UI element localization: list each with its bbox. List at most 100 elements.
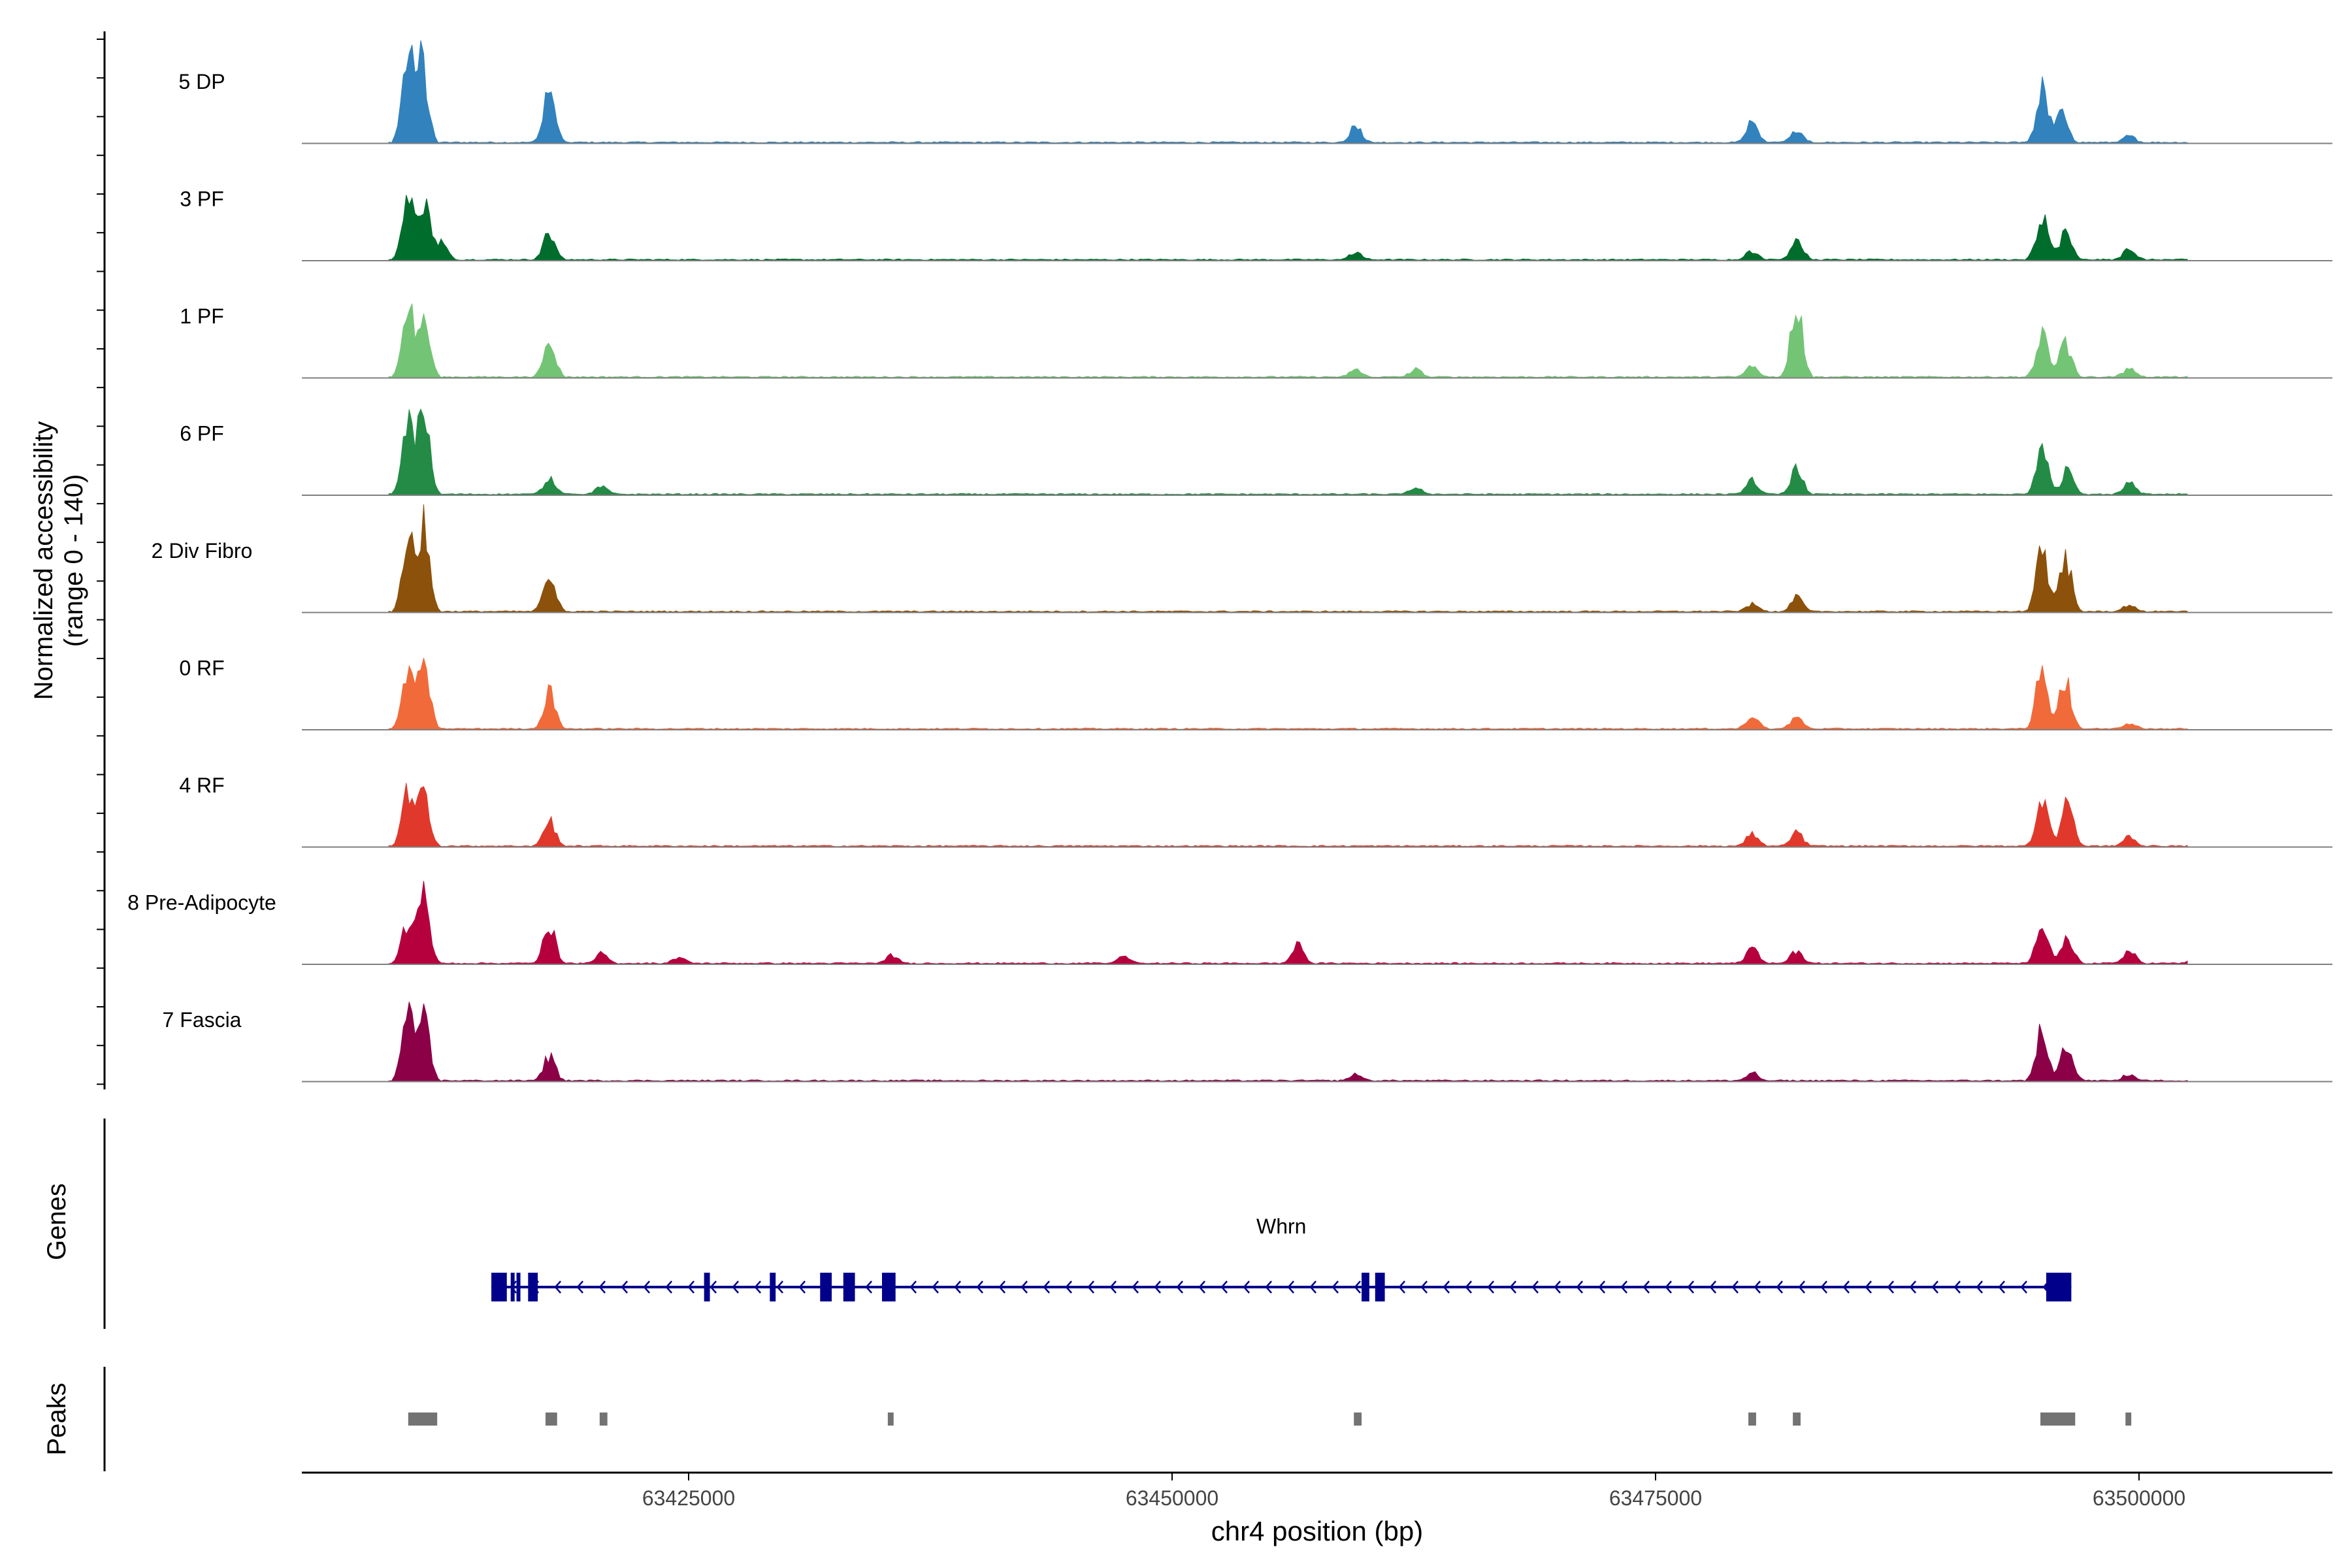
peak-region	[599, 1413, 608, 1426]
strand-arrow	[576, 1281, 584, 1294]
strand-arrow	[1865, 1281, 1872, 1294]
strand-arrow	[687, 1281, 695, 1294]
strand-arrow	[976, 1281, 984, 1294]
gene-exon	[1362, 1273, 1369, 1301]
y-axis-title-line: Normalized accessibility	[29, 421, 58, 700]
strand-arrow	[1642, 1281, 1650, 1294]
strand-arrow	[1798, 1281, 1806, 1294]
gene-exon	[843, 1273, 855, 1301]
peaks-panel-label: Peaks	[42, 1382, 71, 1455]
strand-arrow	[1198, 1281, 1206, 1294]
gene-exon	[1375, 1273, 1385, 1301]
strand-arrow	[598, 1281, 606, 1294]
strand-arrow	[1509, 1281, 1517, 1294]
coverage-tracks: 5 DP 3 PF 1 PF 6 PF 2 Div Fibro 0 RF 4 RF 8 Pre…	[97, 31, 2332, 1090]
coverage-area	[388, 303, 2188, 378]
strand-arrow	[1709, 1281, 1717, 1294]
strand-arrow	[1754, 1281, 1761, 1294]
strand-arrow	[1731, 1281, 1739, 1294]
gene-whrn: Whrn	[491, 1215, 2072, 1301]
strand-arrow	[1976, 1281, 1984, 1294]
gene-exon	[820, 1273, 832, 1301]
track-2-div-fibro: 2 Div Fibro	[152, 504, 2332, 613]
coverage-area	[388, 783, 2188, 847]
track-label: 1 PF	[180, 304, 224, 328]
track-7-fascia: 7 Fascia	[163, 1002, 2332, 1083]
track-5-dp: 5 DP	[178, 40, 2332, 144]
peak-region	[1793, 1413, 1801, 1426]
strand-arrow	[1021, 1281, 1028, 1294]
strand-arrow	[1443, 1281, 1450, 1294]
genes-panel: Genes Whrn	[42, 1119, 2072, 1329]
x-axis-title: chr4 position (bp)	[1211, 1516, 1424, 1546]
track-label: 2 Div Fibro	[152, 539, 253, 563]
track-4-rf: 4 RF	[179, 774, 2332, 848]
peak-region	[1748, 1413, 1756, 1426]
strand-arrow	[909, 1281, 917, 1294]
strand-arrow	[1331, 1281, 1339, 1294]
strand-arrow	[1842, 1281, 1850, 1294]
strand-arrow	[1087, 1281, 1095, 1294]
strand-arrow	[1620, 1281, 1628, 1294]
strand-arrow	[954, 1281, 962, 1294]
track-label: 5 DP	[178, 70, 225, 93]
y-axis-title: Normalized accessibility(range 0 - 140)	[29, 421, 88, 700]
strand-arrow	[1132, 1281, 1139, 1294]
genes-panel-label: Genes	[42, 1183, 71, 1260]
peak-region	[2040, 1413, 2076, 1426]
strand-arrow	[2020, 1281, 2028, 1294]
strand-arrow	[865, 1281, 873, 1294]
coverage-area	[388, 504, 2188, 613]
strand-arrow	[754, 1281, 762, 1294]
strand-arrow	[710, 1281, 717, 1294]
strand-arrow	[1887, 1281, 1895, 1294]
coverage-area	[388, 1002, 2188, 1082]
strand-arrow	[1265, 1281, 1273, 1294]
x-tick-label: 63425000	[642, 1486, 735, 1510]
gene-exon	[770, 1273, 776, 1301]
strand-arrow	[732, 1281, 740, 1294]
y-axis-label: Normalized accessibility(range 0 - 140)	[29, 421, 88, 700]
strand-arrow	[1420, 1281, 1428, 1294]
strand-arrow	[1354, 1281, 1362, 1294]
strand-arrow	[1243, 1281, 1250, 1294]
strand-arrow	[776, 1281, 784, 1294]
gene-exon	[882, 1273, 896, 1301]
strand-arrow	[1487, 1281, 1495, 1294]
x-tick-label: 63475000	[1609, 1486, 1702, 1510]
track-label: 6 PF	[180, 422, 224, 446]
strand-arrow	[998, 1281, 1006, 1294]
gene-exon	[2046, 1273, 2072, 1301]
track-label: 7 Fascia	[163, 1008, 242, 1032]
x-tick-label: 63450000	[1126, 1486, 1218, 1510]
strand-arrow	[932, 1281, 939, 1294]
strand-arrow	[798, 1281, 806, 1294]
strand-arrow	[1576, 1281, 1584, 1294]
track-6-pf: 6 PF	[180, 408, 2332, 496]
y-axis-title-line: (range 0 - 140)	[59, 474, 88, 647]
strand-arrow	[1465, 1281, 1473, 1294]
strand-arrow	[1065, 1281, 1073, 1294]
strand-arrow	[1998, 1281, 2006, 1294]
track-label: 4 RF	[179, 774, 224, 797]
track-3-pf: 3 PF	[180, 188, 2332, 261]
strand-arrow	[621, 1281, 629, 1294]
strand-arrow	[643, 1281, 651, 1294]
strand-arrow	[1109, 1281, 1117, 1294]
strand-arrow	[1665, 1281, 1673, 1294]
strand-arrow	[665, 1281, 673, 1294]
coverage-area	[388, 408, 2188, 496]
strand-arrow	[1931, 1281, 1939, 1294]
track-label: 0 RF	[179, 657, 224, 680]
strand-arrow	[554, 1281, 562, 1294]
x-axis: 63425000 63450000 63475000 63500000 chr4 pos…	[302, 1471, 2332, 1546]
gene-exon	[510, 1273, 515, 1301]
track-label: 3 PF	[180, 188, 224, 211]
strand-arrow	[1043, 1281, 1051, 1294]
strand-arrow	[1398, 1281, 1406, 1294]
track-label: 8 Pre-Adipocyte	[127, 891, 276, 915]
track-8-pre-adipocyte: 8 Pre-Adipocyte	[127, 881, 2332, 965]
strand-arrow	[1909, 1281, 1917, 1294]
strand-arrow	[1776, 1281, 1784, 1294]
gene-exon	[516, 1273, 521, 1301]
